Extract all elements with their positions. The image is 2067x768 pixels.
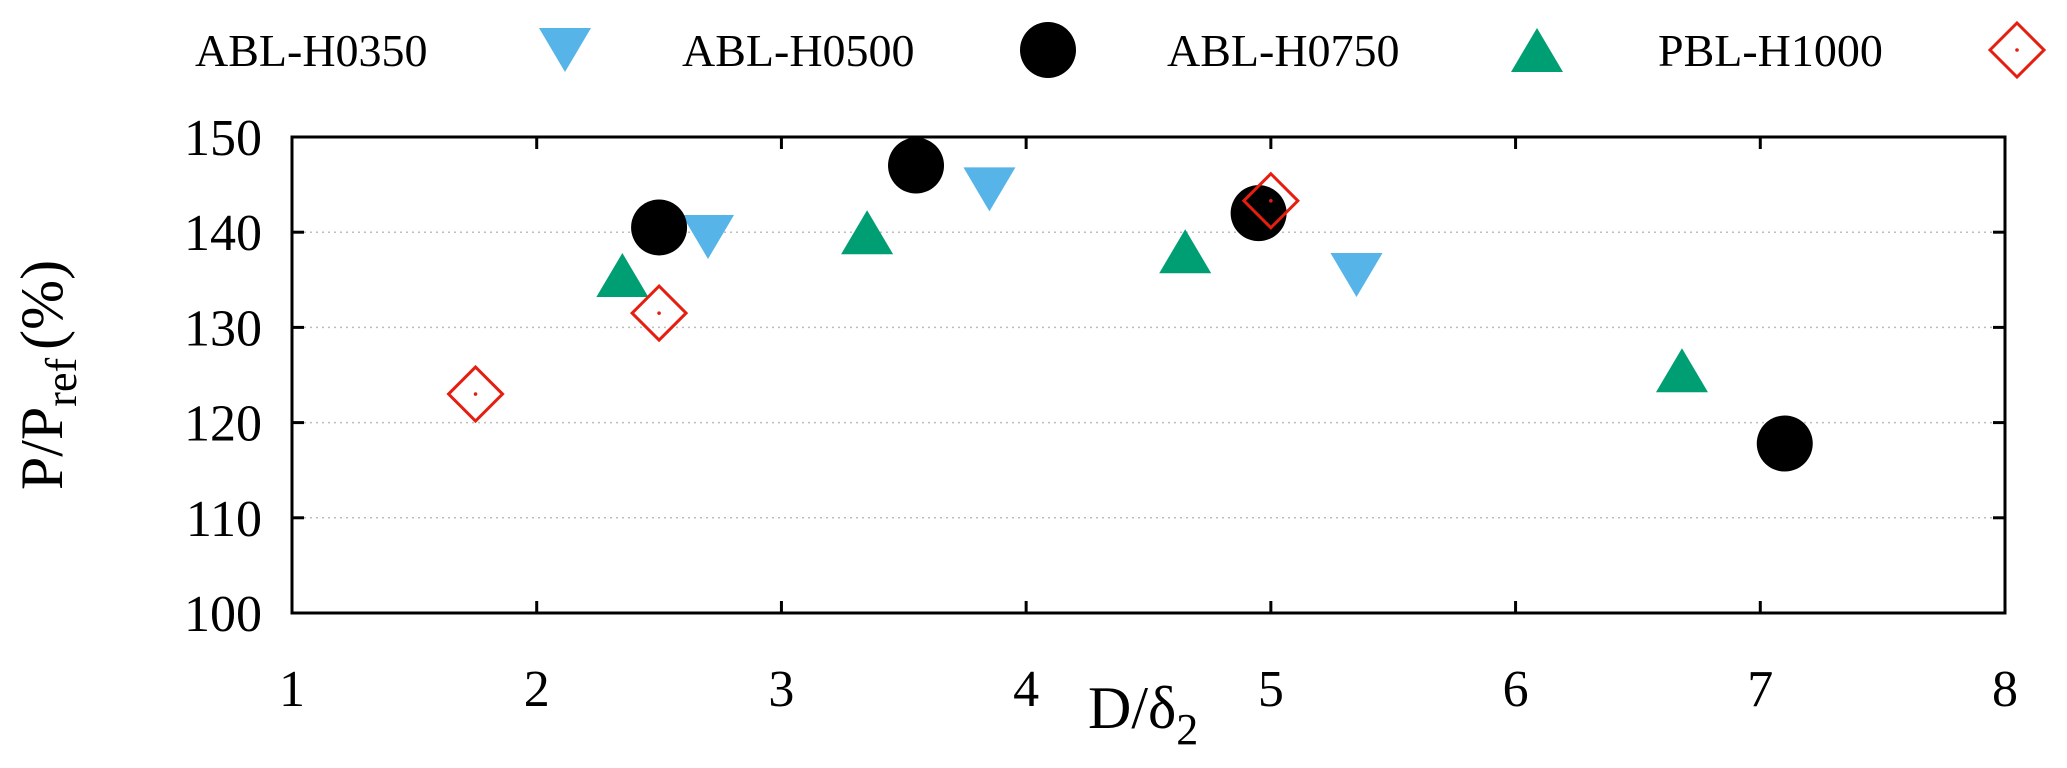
x-tick-label: 1 — [279, 661, 305, 718]
legend: ABL-H0350 ABL-H0500 ABL-H0750 PBL-H1000 — [195, 20, 2047, 80]
legend-marker — [1511, 28, 1563, 72]
x-tick-label: 7 — [1747, 661, 1773, 718]
legend-marker — [539, 28, 591, 72]
x-axis-title-subscript: 2 — [1176, 705, 1198, 754]
y-axis-title-main: P/P — [9, 407, 75, 490]
y-tick-label: 150 — [184, 110, 262, 167]
series-abl-h0350 — [682, 167, 1383, 298]
data-point — [629, 283, 689, 343]
legend-label: ABL-H0350 — [195, 25, 428, 76]
series-abl-h0500 — [631, 137, 1813, 472]
data-point — [596, 253, 649, 298]
data-point — [1330, 253, 1383, 298]
data-point-outline — [629, 283, 689, 343]
legend-marker-outline — [1987, 20, 2047, 80]
data-point — [841, 210, 894, 255]
data-point — [1230, 185, 1287, 242]
x-tick-label: 8 — [1992, 661, 2018, 718]
legend-marker — [1987, 20, 2047, 80]
series-abl-h0750 — [596, 210, 1708, 393]
data-series — [446, 137, 1813, 472]
data-point — [682, 214, 735, 259]
x-axis-title-main: D/δ — [1088, 675, 1176, 741]
y-tick-label: 100 — [184, 586, 262, 643]
data-point-outline — [1241, 171, 1300, 230]
y-tick-label: 130 — [184, 300, 262, 357]
data-point — [446, 364, 505, 424]
axis-ticks: 100 110 120 130 140 150 1 2 3 4 5 6 7 8 — [184, 110, 2018, 718]
legend-marker-center — [2015, 48, 2019, 52]
data-point — [888, 137, 945, 194]
legend-label: ABL-H0500 — [682, 25, 915, 76]
y-axis-title-subscript: ref — [37, 358, 86, 407]
data-point — [631, 199, 688, 256]
y-tick-label: 110 — [186, 491, 262, 548]
y-axis-title-suffix: (%) — [9, 260, 75, 350]
x-tick-label: 2 — [524, 661, 550, 718]
y-axis-title: P/Pref (%) — [9, 260, 86, 490]
data-point-center — [657, 311, 661, 315]
data-point — [1241, 171, 1300, 230]
legend-label: PBL-H1000 — [1658, 25, 1883, 76]
x-axis-title: D/δ2 — [1088, 675, 1198, 754]
x-tick-label: 3 — [768, 661, 794, 718]
legend-label: ABL-H0750 — [1167, 25, 1400, 76]
y-tick-label: 120 — [184, 396, 262, 453]
data-point-center — [473, 392, 478, 396]
x-tick-label: 5 — [1258, 661, 1284, 718]
plot-frame — [290, 135, 2007, 615]
y-tick-label: 140 — [184, 205, 262, 262]
data-point — [963, 167, 1016, 212]
data-point-center — [1269, 198, 1273, 203]
data-point — [1655, 348, 1708, 393]
x-tick-label: 6 — [1503, 661, 1529, 718]
series-pbl-h1000 — [446, 171, 1300, 424]
x-tick-label: 4 — [1013, 661, 1039, 718]
data-point — [1756, 415, 1813, 472]
data-point-outline — [446, 364, 505, 424]
legend-marker — [1020, 22, 1076, 78]
data-point — [1159, 229, 1212, 274]
grid-lines — [292, 231, 2005, 519]
